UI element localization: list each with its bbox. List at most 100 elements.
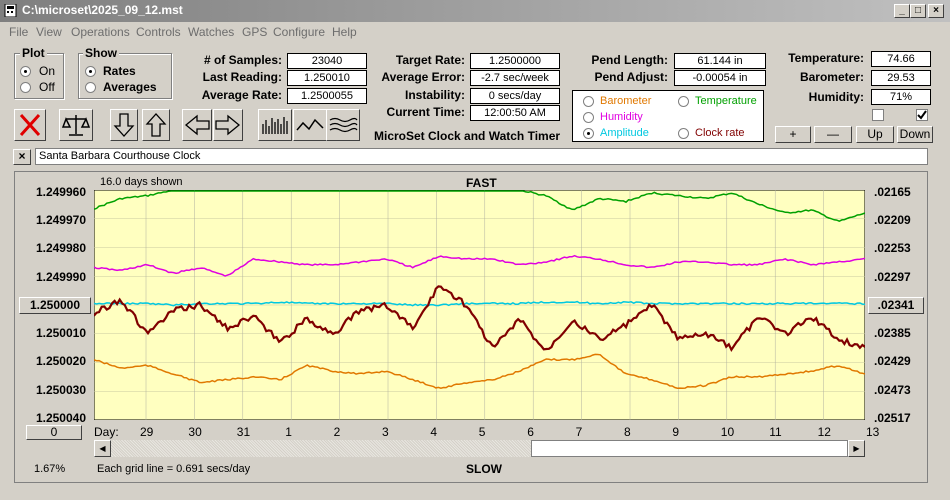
day-axis-label: Day: [94,425,119,439]
amplitude-option-label: Amplitude [600,127,649,139]
samples-value: 23040 [287,53,367,69]
barometer-radio[interactable] [583,96,594,107]
arrow-left-button[interactable] [182,109,212,141]
up-button[interactable]: Up [856,126,894,143]
day-offset-button[interactable]: 0 [26,425,82,440]
plot-off-radio[interactable] [20,82,31,93]
menu-configure[interactable]: Configure [273,25,326,39]
y-left-tick: 1.249980 [35,241,86,255]
show-group-title: Show [83,46,119,60]
menu-watches[interactable]: Watches [188,25,235,39]
checkbox-right[interactable] [916,109,928,121]
bars-icon [262,117,288,134]
balance-button[interactable] [59,109,93,141]
y-left-tick: 1.250040 [35,411,86,425]
series-line-barometer [94,353,865,390]
plot-off-label: Off [39,80,55,94]
day-tick-label: 5 [478,425,486,439]
minimize-button[interactable]: _ [894,4,910,18]
menu-operations[interactable]: Operations [71,25,130,39]
pend-length-label: Pend Length: [591,53,668,67]
y-left-tick: 1.249970 [35,213,86,227]
plot-group-title: Plot [20,46,47,60]
grid-note: Each grid line = 0.691 secs/day [97,463,251,475]
day-tick-label: 31 [236,425,251,439]
y-left-tick: 1.249960 [35,185,86,199]
y-left-tick: 1.250020 [35,354,86,368]
rate-chart [94,190,865,420]
average-rate-value: 1.2500055 [287,88,367,104]
multi-line-view-button[interactable] [326,109,360,141]
pend-length-value: 61.144 in [674,53,766,69]
arrow-down-button[interactable] [110,109,138,141]
instability-value: 0 secs/day [470,88,560,104]
title-bar: C:\microset\2025_09_12.mst _ □ × [0,0,950,22]
target-rate-label: Target Rate: [395,53,465,67]
day-tick-label: 30 [188,425,202,439]
arrow-up-button[interactable] [142,109,170,141]
day-tick-label: 1 [285,425,292,439]
arrow-up-icon [145,113,167,137]
menu-view[interactable]: View [36,25,62,39]
y-left-tick: 1.250030 [35,383,86,397]
arrow-right-button[interactable] [213,109,243,141]
menu-controls[interactable]: Controls [136,25,181,39]
series-line-humidity [94,254,865,277]
app-icon [4,3,17,18]
instability-label: Instability: [404,88,465,102]
plus-button[interactable]: + [775,126,811,143]
y-left-tick: 1.250010 [35,326,86,340]
show-averages-radio[interactable] [85,82,96,93]
show-averages-label: Averages [103,80,157,94]
clock-name-input[interactable]: Santa Barbara Courthouse Clock [35,148,928,165]
barometer-option-label: Barometer [600,95,652,107]
day-tick-label: 11 [769,425,782,439]
amplitude-radio[interactable] [583,128,594,139]
show-rates-label: Rates [103,64,136,78]
chart-frame [14,171,928,483]
checkbox-left[interactable] [872,109,884,121]
y-right-tick: .02209 [874,213,911,227]
left-center-value-button[interactable]: 1.250000 [19,297,91,314]
series-line-temperature [94,190,865,223]
sensor-select-box: Barometer Temperature Humidity Amplitude… [572,90,764,142]
show-rates-radio[interactable] [85,66,96,77]
temperature-value: 74.66 [871,51,931,67]
humidity-label: Humidity: [808,90,864,104]
scroll-left-button[interactable]: ◀ [94,440,111,457]
scrollbar-track[interactable]: ◀ ▶ [94,440,865,457]
scrollbar-trough[interactable] [111,440,531,457]
temperature-option-label: Temperature [695,95,757,107]
y-right-tick: .02473 [874,383,911,397]
fast-label: FAST [466,176,497,190]
wave-line-icon [296,118,324,131]
right-center-value-button[interactable]: .02341 [868,297,924,314]
clock-rate-option-label: Clock rate [695,127,745,139]
menu-help[interactable]: Help [332,25,357,39]
average-rate-label: Average Rate: [201,88,282,102]
multi-wave-icon [329,117,358,133]
checkmark-icon [917,110,927,120]
line-view-button[interactable] [293,109,327,141]
scrollbar-thumb[interactable] [531,440,848,457]
temperature-radio[interactable] [678,96,689,107]
scroll-right-button[interactable]: ▶ [848,440,865,457]
clock-rate-radio[interactable] [678,128,689,139]
stop-button[interactable] [14,109,46,141]
days-shown-label: 16.0 days shown [100,176,183,188]
maximize-button[interactable]: □ [910,4,926,18]
bar-view-button[interactable] [258,109,292,141]
plot-on-radio[interactable] [20,66,31,77]
plot-on-label: On [39,64,56,78]
menu-file[interactable]: File [9,25,29,39]
clear-name-button[interactable]: × [13,149,31,165]
close-window-button[interactable]: × [928,4,944,18]
y-left-tick: 1.249990 [35,270,86,284]
average-error-value: -2.7 sec/week [470,70,560,86]
minus-button[interactable]: — [814,126,852,143]
show-group [78,53,172,99]
humidity-radio[interactable] [583,112,594,123]
down-button[interactable]: Down [897,126,933,143]
y-right-tick: .02385 [874,326,911,340]
menu-gps[interactable]: GPS [242,25,268,39]
